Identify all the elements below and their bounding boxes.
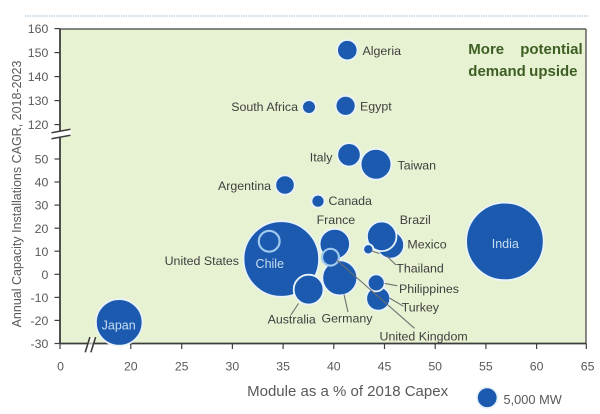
svg-text:150: 150: [28, 46, 49, 60]
svg-text:Egypt: Egypt: [360, 100, 392, 114]
svg-text:45: 45: [378, 359, 392, 373]
svg-text:130: 130: [28, 94, 49, 108]
svg-text:More: More: [468, 41, 504, 58]
svg-text:Argentina: Argentina: [218, 179, 271, 193]
svg-text:50: 50: [35, 153, 49, 167]
svg-text:Mexico: Mexico: [407, 238, 446, 252]
svg-text:0: 0: [41, 268, 48, 282]
svg-text:-10: -10: [31, 291, 49, 305]
svg-text:40: 40: [35, 176, 49, 190]
svg-text:120: 120: [28, 118, 49, 132]
svg-text:10: 10: [35, 245, 49, 259]
svg-text:United Kingdom: United Kingdom: [380, 330, 468, 344]
svg-text:South Africa: South Africa: [231, 100, 298, 114]
svg-text:160: 160: [28, 22, 49, 36]
svg-text:0: 0: [57, 359, 64, 373]
svg-text:25: 25: [175, 359, 189, 373]
svg-text:upside: upside: [529, 63, 577, 80]
svg-text:United States: United States: [165, 254, 239, 268]
svg-text:35: 35: [276, 359, 290, 373]
svg-text:Annual Capacity Installations: Annual Capacity Installations CAGR, 2018…: [10, 61, 24, 328]
svg-text:Japan: Japan: [102, 319, 136, 333]
svg-text:potential: potential: [520, 41, 583, 58]
svg-text:Thailand: Thailand: [396, 262, 444, 276]
svg-text:Australia: Australia: [268, 312, 316, 326]
svg-text:Italy: Italy: [310, 151, 334, 165]
svg-text:20: 20: [35, 222, 49, 236]
svg-text:Canada: Canada: [329, 194, 373, 208]
svg-text:demand: demand: [468, 63, 526, 80]
svg-text:-20: -20: [31, 314, 49, 328]
svg-text:France: France: [317, 213, 356, 227]
svg-text:60: 60: [530, 359, 544, 373]
svg-text:Chile: Chile: [256, 257, 285, 271]
svg-text:50: 50: [428, 359, 442, 373]
svg-text:Philippines: Philippines: [399, 282, 459, 296]
svg-text:30: 30: [226, 359, 240, 373]
svg-text:65: 65: [581, 359, 595, 373]
svg-text:-30: -30: [31, 337, 49, 351]
svg-text:5,000 MW: 5,000 MW: [504, 392, 563, 407]
svg-text:20: 20: [124, 359, 138, 373]
svg-text:Brazil: Brazil: [400, 213, 431, 227]
svg-text:Module as a % of 2018 Capex: Module as a % of 2018 Capex: [247, 383, 448, 400]
svg-text:40: 40: [327, 359, 341, 373]
svg-text:India: India: [492, 237, 519, 251]
svg-text:Germany: Germany: [322, 311, 374, 325]
svg-text:30: 30: [35, 199, 49, 213]
svg-text:Taiwan: Taiwan: [398, 159, 437, 173]
svg-text:140: 140: [28, 70, 49, 84]
svg-text:55: 55: [479, 359, 493, 373]
svg-text:Turkey: Turkey: [402, 301, 440, 315]
svg-text:Algeria: Algeria: [363, 44, 402, 58]
